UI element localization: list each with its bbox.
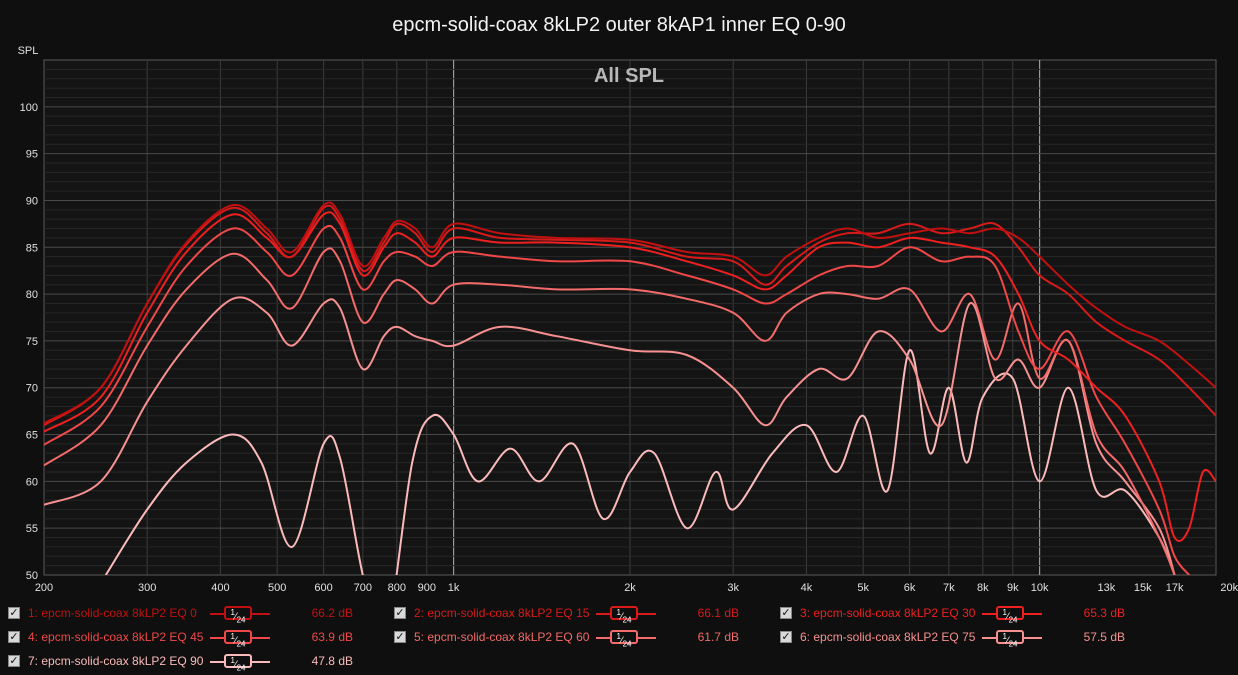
x-tick-label: 200 <box>35 582 53 594</box>
legend-value: 66.1 dB <box>697 606 739 620</box>
y-tick-label: 70 <box>26 383 38 395</box>
x-tick-label: 1k <box>448 582 460 594</box>
smoothing-selector[interactable]: 1⁄24 <box>982 630 1042 648</box>
smoothing-selector[interactable]: 1⁄24 <box>982 606 1042 624</box>
y-tick-label: 100 <box>20 102 38 114</box>
x-tick-label: 10k <box>1031 582 1049 594</box>
x-tick-label: 13k <box>1097 582 1115 594</box>
legend-item[interactable]: ✓ 6: epcm-solid-coax 8kLP2 EQ 75 1⁄24 57.5 … <box>780 627 1160 648</box>
series-line <box>44 224 1190 575</box>
smoothing-selector[interactable]: 1⁄24 <box>596 630 656 648</box>
x-tick-label: 8k <box>977 582 989 594</box>
smoothing-selector[interactable]: 1⁄24 <box>210 630 270 648</box>
y-tick-label: 95 <box>26 149 38 161</box>
x-tick-label: 17k <box>1166 582 1184 594</box>
legend-item[interactable]: ✓ 1: epcm-solid-coax 8kLP2 EQ 0 1⁄24 66.2 d… <box>8 603 388 624</box>
legend-item[interactable]: ✓ 7: epcm-solid-coax 8kLP2 EQ 90 1⁄24 47.8 … <box>8 651 388 672</box>
legend-checkbox[interactable]: ✓ <box>780 631 792 643</box>
series-line <box>44 204 1216 427</box>
series-line <box>44 247 1176 575</box>
x-tick-label: 15k <box>1134 582 1152 594</box>
legend-checkbox[interactable]: ✓ <box>780 607 792 619</box>
series-line <box>104 349 1176 575</box>
x-tick-label: 2k <box>624 582 636 594</box>
legend-value: 61.7 dB <box>697 630 739 644</box>
legend-checkbox[interactable]: ✓ <box>394 631 406 643</box>
x-tick-label: 600 <box>314 582 332 594</box>
legend-label: 5: epcm-solid-coax 8kLP2 EQ 60 <box>414 630 590 644</box>
smoothing-one-twentyfourth-icon: 1⁄24 <box>224 606 252 624</box>
x-tick-label: 3k <box>727 582 739 594</box>
spl-chart: epcm-solid-coax 8kLP2 outer 8kAP1 inner … <box>17 14 1238 594</box>
legend-item[interactable]: ✓ 2: epcm-solid-coax 8kLP2 EQ 15 1⁄24 66.1 … <box>394 603 774 624</box>
legend-label: 6: epcm-solid-coax 8kLP2 EQ 75 <box>800 630 976 644</box>
y-tick-label: 85 <box>26 242 38 254</box>
legend-label: 7: epcm-solid-coax 8kLP2 EQ 90 <box>28 654 204 668</box>
y-tick-label: 60 <box>26 476 38 488</box>
x-tick-label: 800 <box>388 582 406 594</box>
series-line <box>44 201 1216 425</box>
y-tick-label: 55 <box>26 523 38 535</box>
y-tick-label: 90 <box>26 195 38 207</box>
legend-checkbox[interactable]: ✓ <box>8 631 20 643</box>
legend-value: 47.8 dB <box>311 654 353 668</box>
x-tick-label: 400 <box>211 582 229 594</box>
x-tick-label: 900 <box>418 582 436 594</box>
legend-label: 1: epcm-solid-coax 8kLP2 EQ 0 <box>28 606 197 620</box>
smoothing-selector[interactable]: 1⁄24 <box>210 654 270 672</box>
x-tick-label: 6k <box>904 582 916 594</box>
legend-label: 2: epcm-solid-coax 8kLP2 EQ 15 <box>414 606 590 620</box>
smoothing-one-twentyfourth-icon: 1⁄24 <box>996 606 1024 624</box>
legend-value: 66.2 dB <box>311 606 353 620</box>
chart-title: epcm-solid-coax 8kLP2 outer 8kAP1 inner … <box>392 14 846 36</box>
y-tick-label: 50 <box>26 570 38 582</box>
legend-item[interactable]: ✓ 3: epcm-solid-coax 8kLP2 EQ 30 1⁄24 65.3 … <box>780 603 1160 624</box>
x-tick-label: 700 <box>354 582 372 594</box>
x-tick-label: 500 <box>268 582 286 594</box>
y-tick-labels: 50 55 60 65 70 75 80 85 90 95 100 <box>20 102 38 582</box>
smoothing-selector[interactable]: 1⁄24 <box>596 606 656 624</box>
smoothing-selector[interactable]: 1⁄24 <box>210 606 270 624</box>
smoothing-one-twentyfourth-icon: 1⁄24 <box>996 630 1024 648</box>
smoothing-one-twentyfourth-icon: 1⁄24 <box>224 654 252 672</box>
legend: ✓ 1: epcm-solid-coax 8kLP2 EQ 0 1⁄24 66.2 d… <box>0 600 1238 675</box>
x-tick-labels: 200 300 400 500 600 700 800 900 1k 2k 3k 4k 5k 6k 7k 8k… <box>35 582 1238 594</box>
series-line <box>44 296 1176 575</box>
legend-item[interactable]: ✓ 4: epcm-solid-coax 8kLP2 EQ 45 1⁄24 63.9 … <box>8 627 388 648</box>
legend-checkbox[interactable]: ✓ <box>8 655 20 667</box>
x-tick-label: 4k <box>801 582 813 594</box>
smoothing-one-twentyfourth-icon: 1⁄24 <box>610 606 638 624</box>
y-axis-label: SPL <box>18 45 39 57</box>
y-tick-label: 65 <box>26 430 38 442</box>
legend-item[interactable]: ✓ 5: epcm-solid-coax 8kLP2 EQ 60 1⁄24 61.7 … <box>394 627 774 648</box>
legend-value: 63.9 dB <box>311 630 353 644</box>
legend-value: 57.5 dB <box>1083 630 1125 644</box>
x-tick-label: 5k <box>857 582 869 594</box>
x-tick-label: 9k <box>1007 582 1019 594</box>
legend-checkbox[interactable]: ✓ <box>8 607 20 619</box>
chart-subtitle: All SPL <box>594 65 664 87</box>
legend-checkbox[interactable]: ✓ <box>394 607 406 619</box>
series-lines <box>44 201 1216 575</box>
legend-label: 4: epcm-solid-coax 8kLP2 EQ 45 <box>28 630 204 644</box>
smoothing-one-twentyfourth-icon: 1⁄24 <box>610 630 638 648</box>
x-tick-label: 20kHz <box>1220 582 1238 594</box>
y-tick-label: 75 <box>26 336 38 348</box>
x-tick-label: 7k <box>943 582 955 594</box>
legend-label: 3: epcm-solid-coax 8kLP2 EQ 30 <box>800 606 976 620</box>
x-tick-label: 300 <box>138 582 156 594</box>
legend-value: 65.3 dB <box>1083 606 1125 620</box>
y-tick-label: 80 <box>26 289 38 301</box>
smoothing-one-twentyfourth-icon: 1⁄24 <box>224 630 252 648</box>
